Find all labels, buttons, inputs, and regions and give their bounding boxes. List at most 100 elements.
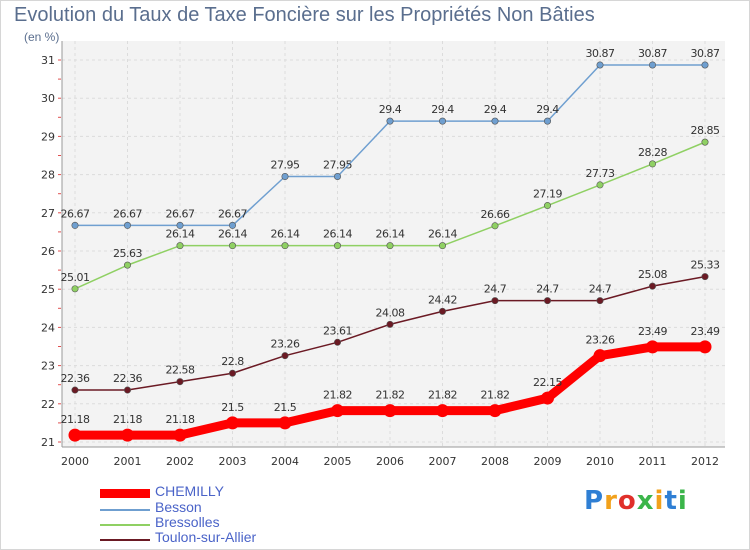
- x-tick-label: 2005: [324, 455, 352, 468]
- data-point-chemilly: [646, 340, 659, 354]
- y-tick-label: 25: [41, 283, 55, 296]
- data-point-bressolles: [386, 242, 394, 250]
- data-point-chemilly: [383, 404, 397, 418]
- data-point-chemilly: [698, 340, 712, 354]
- data-label-toulon-sur-allier: 23.61: [323, 324, 352, 337]
- data-label-besson: 29.4: [484, 103, 507, 116]
- data-point-toulon-sur-allier: [438, 307, 446, 315]
- data-point-chemilly: [593, 349, 607, 363]
- data-label-besson: 26.67: [61, 207, 90, 220]
- data-label-chemilly: 21.18: [113, 413, 142, 426]
- data-label-bressolles: 27.19: [533, 188, 562, 201]
- data-point-chemilly: [278, 416, 292, 430]
- data-label-besson: 29.4: [431, 103, 454, 116]
- data-label-toulon-sur-allier: 25.33: [691, 259, 720, 272]
- data-point-bressolles: [648, 160, 656, 168]
- logo-letter: x: [636, 486, 655, 516]
- data-label-besson: 30.87: [638, 47, 667, 60]
- x-tick-label: 2000: [61, 455, 89, 468]
- data-point-chemilly: [436, 404, 449, 418]
- data-label-besson: 29.4: [379, 103, 402, 116]
- data-point-bressolles: [229, 242, 237, 250]
- y-tick-label: 24: [41, 321, 55, 334]
- data-label-bressolles: 26.14: [323, 228, 352, 241]
- data-point-toulon-sur-allier: [596, 297, 604, 305]
- data-label-chemilly: 21.82: [323, 389, 352, 402]
- data-label-besson: 27.95: [271, 159, 300, 172]
- data-point-chemilly: [488, 404, 502, 418]
- data-label-bressolles: 26.14: [428, 228, 457, 241]
- data-point-toulon-sur-allier: [176, 378, 184, 386]
- data-label-besson: 30.87: [586, 47, 615, 60]
- data-point-besson: [124, 221, 132, 229]
- data-label-toulon-sur-allier: 24.7: [589, 283, 612, 296]
- data-label-toulon-sur-allier: 24.7: [484, 283, 507, 296]
- x-tick-label: 2003: [219, 455, 247, 468]
- data-point-besson: [701, 61, 709, 69]
- data-label-bressolles: 26.14: [218, 228, 247, 241]
- data-label-besson: 30.87: [691, 47, 720, 60]
- y-tick-label: 23: [41, 360, 55, 373]
- proxiti-logo: Proxiti: [584, 486, 688, 516]
- data-label-bressolles: 28.85: [691, 124, 720, 137]
- data-label-bressolles: 27.73: [586, 167, 615, 180]
- x-tick-label: 2006: [376, 455, 404, 468]
- x-tick-label: 2011: [639, 455, 667, 468]
- data-label-toulon-sur-allier: 24.08: [376, 306, 405, 319]
- data-label-toulon-sur-allier: 22.36: [113, 372, 142, 385]
- legend-swatch-chemilly: [100, 489, 150, 498]
- x-tick-label: 2004: [271, 455, 299, 468]
- data-label-besson: 27.95: [323, 159, 352, 172]
- data-point-bressolles: [281, 242, 289, 250]
- data-label-bressolles: 25.01: [61, 271, 90, 284]
- data-point-bressolles: [491, 222, 499, 230]
- legend-label-toulon-sur-allier: Toulon-sur-Allier: [155, 529, 257, 545]
- data-label-chemilly: 22.15: [533, 376, 562, 389]
- data-label-bressolles: 26.14: [166, 228, 195, 241]
- data-point-bressolles: [596, 181, 604, 189]
- legend-swatch-toulon-sur-allier: [100, 539, 150, 541]
- data-point-toulon-sur-allier: [701, 273, 709, 281]
- logo-letter: i: [654, 486, 665, 516]
- data-label-chemilly: 21.82: [376, 389, 405, 402]
- data-point-bressolles: [438, 242, 446, 250]
- data-label-besson: 29.4: [536, 103, 559, 116]
- data-label-chemilly: 21.5: [221, 401, 244, 414]
- data-point-besson: [176, 221, 184, 229]
- data-point-besson: [386, 117, 394, 125]
- data-point-besson: [229, 221, 237, 229]
- y-tick-label: 30: [41, 92, 55, 105]
- logo-letter: P: [584, 486, 605, 516]
- data-point-toulon-sur-allier: [333, 338, 341, 346]
- data-label-toulon-sur-allier: 22.8: [221, 355, 244, 368]
- chart-unit: (en %): [24, 30, 60, 44]
- data-point-besson: [543, 117, 551, 125]
- data-label-toulon-sur-allier: 23.26: [271, 338, 300, 351]
- data-label-bressolles: 26.14: [271, 228, 300, 241]
- logo-letter: t: [664, 486, 678, 516]
- y-tick-label: 31: [41, 54, 55, 67]
- data-point-bressolles: [124, 261, 132, 269]
- data-point-chemilly: [541, 391, 554, 405]
- data-point-chemilly: [226, 416, 239, 430]
- data-label-bressolles: 25.63: [113, 247, 142, 260]
- y-tick-label: 21: [41, 436, 55, 449]
- logo-letter: o: [617, 486, 637, 516]
- logo-letter: i: [677, 486, 688, 516]
- data-point-besson: [71, 221, 79, 229]
- legend-swatch-bressolles: [100, 524, 150, 526]
- y-tick-label: 26: [41, 245, 55, 258]
- data-label-chemilly: 21.18: [61, 413, 90, 426]
- x-tick-label: 2007: [429, 455, 457, 468]
- logo-letter: r: [604, 486, 618, 516]
- y-tick-label: 28: [41, 169, 55, 182]
- chart-title: Evolution du Taux de Taxe Foncière sur l…: [14, 4, 595, 26]
- y-tick-label: 22: [41, 398, 55, 411]
- data-point-besson: [281, 173, 289, 181]
- data-point-besson: [596, 61, 604, 69]
- x-tick-label: 2002: [166, 455, 194, 468]
- data-point-bressolles: [176, 242, 184, 250]
- data-point-toulon-sur-allier: [543, 297, 551, 305]
- data-label-toulon-sur-allier: 24.7: [536, 283, 559, 296]
- legend-label-bressolles: Bressolles: [155, 514, 220, 530]
